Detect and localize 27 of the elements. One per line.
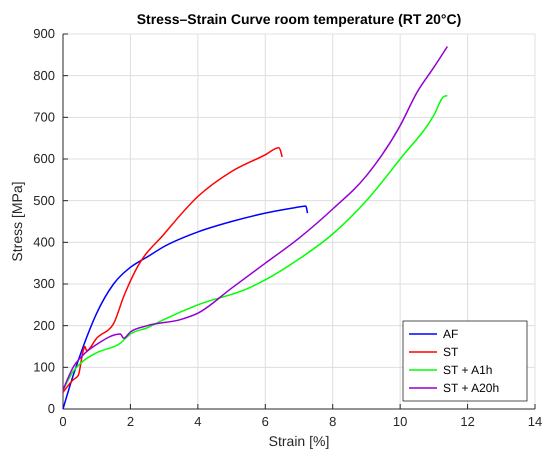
x-tick-label: 14 [528, 414, 542, 430]
y-tick-label: 600 [33, 151, 55, 166]
legend-label: ST [443, 345, 460, 359]
line-series [62, 205, 308, 410]
y-tick-label: 0 [48, 401, 55, 416]
x-tick-label: 8 [329, 414, 336, 430]
x-tick-label: 10 [392, 414, 408, 430]
legend-label: AF [443, 327, 458, 341]
y-tick-label: 100 [33, 359, 55, 374]
y-tick-label: 300 [33, 276, 55, 292]
x-axis-title: Strain [%] [268, 433, 330, 449]
y-axis-title: Stress [MPa] [9, 181, 25, 262]
x-tick-label: 4 [194, 414, 202, 430]
x-tick-label: 0 [59, 414, 67, 430]
y-tick-label: 700 [33, 109, 55, 124]
y-tick-label: 500 [33, 192, 55, 208]
y-tick-label: 400 [33, 234, 55, 250]
chart-title: Stress–Strain Curve room temperature (RT 20°C) [136, 11, 462, 27]
line-series [62, 147, 283, 394]
x-tick-label: 6 [262, 414, 269, 430]
x-tick-label: 2 [126, 414, 134, 430]
y-tick-label: 900 [33, 26, 55, 42]
legend-label: ST + A1h [443, 363, 492, 377]
y-tick-label: 200 [33, 318, 55, 333]
y-tick-label: 800 [33, 68, 55, 83]
x-tick-label: 12 [460, 414, 475, 430]
legend-label: ST + A20h [443, 381, 500, 395]
